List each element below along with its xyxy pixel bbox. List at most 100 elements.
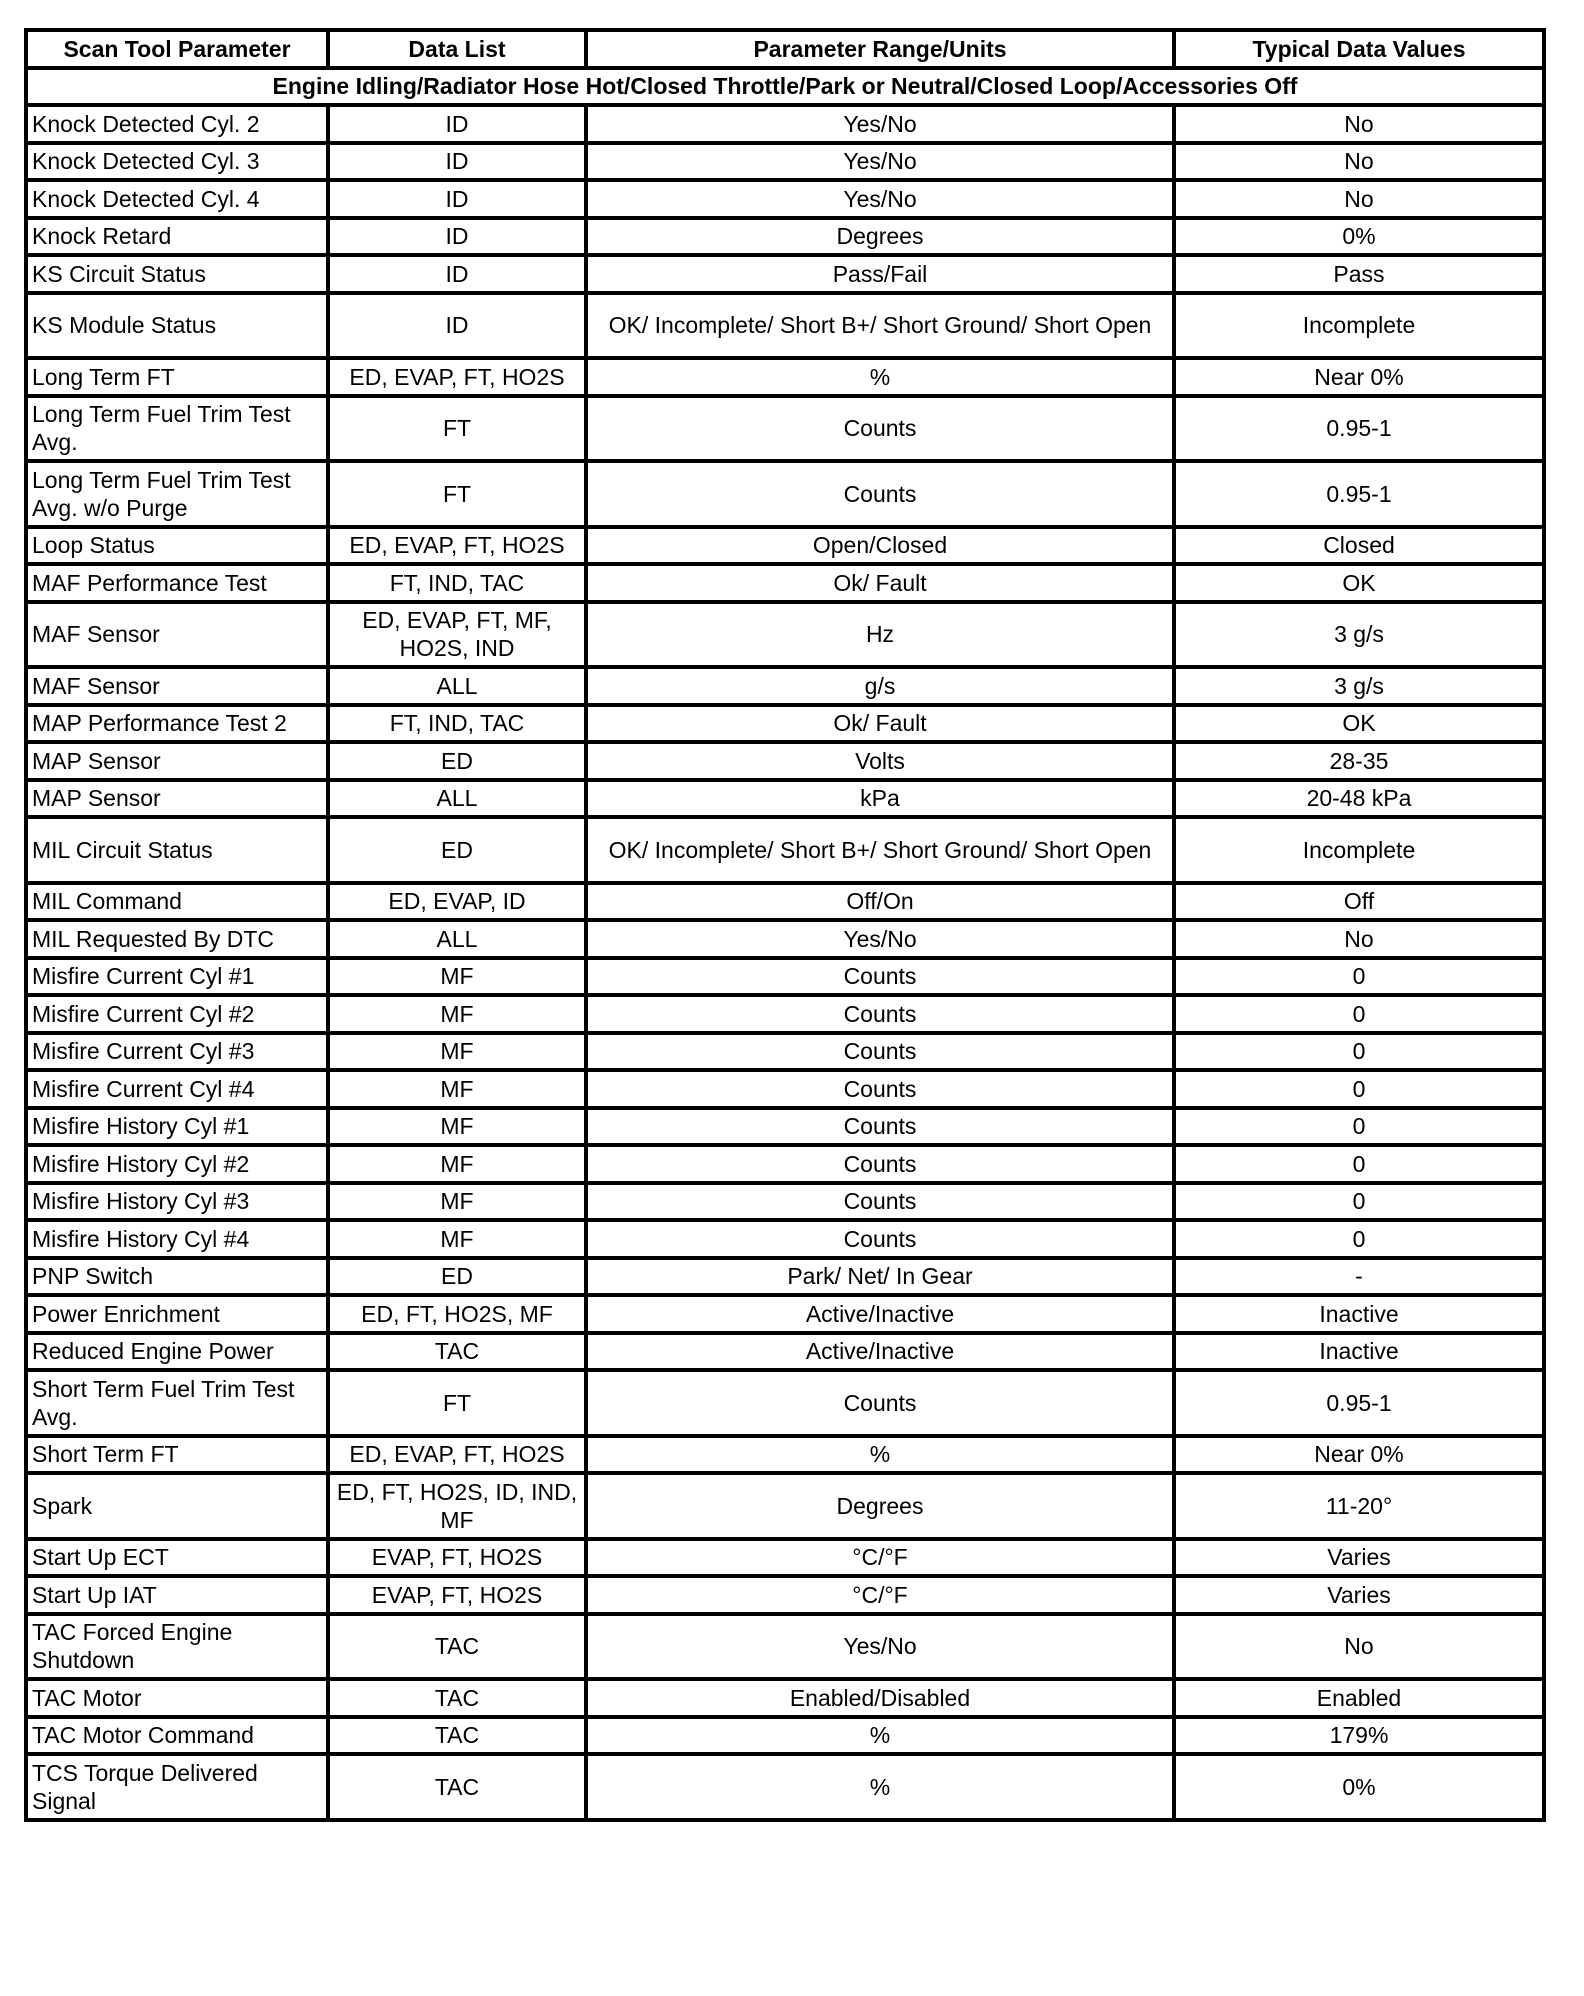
cell-range-units: kPa — [584, 777, 1176, 819]
cell-typical-value: Incomplete — [1172, 815, 1546, 885]
cell-range-units: % — [584, 1752, 1176, 1822]
cell-typical-value: 0 — [1172, 955, 1546, 997]
cell-data-list: ED, EVAP, FT, MF, HO2S, IND — [326, 599, 588, 669]
cell-range-units: °C/°F — [584, 1574, 1176, 1616]
cell-parameter: Power Enrichment — [24, 1293, 330, 1335]
cell-range-units: Degrees — [584, 1471, 1176, 1541]
cell-typical-value: OK — [1172, 702, 1546, 744]
cell-parameter: MIL Circuit Status — [24, 815, 330, 885]
cell-parameter: Knock Retard — [24, 215, 330, 257]
table-row: Reduced Engine Power TAC Active/Inactive In… — [24, 1330, 1546, 1372]
cell-data-list: EVAP, FT, HO2S — [326, 1536, 588, 1578]
cell-typical-value: 0 — [1172, 993, 1546, 1035]
table-row: Short Term Fuel Trim Test Avg. FT Counts 0.… — [24, 1368, 1546, 1438]
cell-typical-value: 0% — [1172, 215, 1546, 257]
cell-typical-value: 0% — [1172, 1752, 1546, 1822]
cell-typical-value: Inactive — [1172, 1330, 1546, 1372]
cell-data-list: MF — [326, 993, 588, 1035]
cell-range-units: °C/°F — [584, 1536, 1176, 1578]
table-row: Long Term FT ED, EVAP, FT, HO2S% Near 0% — [24, 356, 1546, 398]
cell-parameter: KS Circuit Status — [24, 253, 330, 295]
table-row: MAF Performance Test FT, IND, TAC Ok/ Faul… — [24, 562, 1546, 604]
cell-typical-value: Near 0% — [1172, 1433, 1546, 1475]
cell-range-units: Ok/ Fault — [584, 562, 1176, 604]
cell-parameter: Misfire Current Cyl #4 — [24, 1068, 330, 1110]
cell-data-list: FT, IND, TAC — [326, 562, 588, 604]
cell-range-units: Yes/No — [584, 140, 1176, 182]
cell-range-units: Enabled/Disabled — [584, 1677, 1176, 1719]
cell-parameter: MAF Sensor — [24, 665, 330, 707]
cell-parameter: MAF Performance Test — [24, 562, 330, 604]
cell-range-units: g/s — [584, 665, 1176, 707]
cell-parameter: Misfire History Cyl #4 — [24, 1218, 330, 1260]
cell-data-list: MF — [326, 1068, 588, 1110]
cell-parameter: Misfire Current Cyl #1 — [24, 955, 330, 997]
cell-data-list: ID — [326, 140, 588, 182]
cell-range-units: % — [584, 356, 1176, 398]
cell-parameter: MIL Requested By DTC — [24, 918, 330, 960]
cell-parameter: Knock Detected Cyl. 3 — [24, 140, 330, 182]
cell-data-list: ED, EVAP, FT, HO2S — [326, 524, 588, 566]
cell-data-list: FT — [326, 393, 588, 463]
cell-parameter: TAC Motor — [24, 1677, 330, 1719]
cell-range-units: Counts — [584, 955, 1176, 997]
cell-typical-value: Incomplete — [1172, 290, 1546, 360]
cell-typical-value: 0 — [1172, 1143, 1546, 1185]
cell-typical-value: Off — [1172, 880, 1546, 922]
cell-parameter: Misfire Current Cyl #3 — [24, 1030, 330, 1072]
table-row: MAP Sensor ALL kPa 20-48 kPa — [24, 777, 1546, 819]
table-row: Knock Detected Cyl. 3 ID Yes/No No — [24, 140, 1546, 182]
cell-typical-value: Varies — [1172, 1536, 1546, 1578]
cell-data-list: MF — [326, 1105, 588, 1147]
cell-data-list: MF — [326, 1030, 588, 1072]
cell-data-list: FT — [326, 459, 588, 529]
table-row: PNP Switch ED Park/ Net/ In Gear - — [24, 1255, 1546, 1297]
cell-data-list: ED — [326, 1255, 588, 1297]
table-row: TAC Forced Engine Shutdown TAC Yes/No No — [24, 1611, 1546, 1681]
table-row: Misfire Current Cyl #1 MF Counts 0 — [24, 955, 1546, 997]
cell-typical-value: No — [1172, 140, 1546, 182]
cell-range-units: Active/Inactive — [584, 1330, 1176, 1372]
cell-parameter: Short Term Fuel Trim Test Avg. — [24, 1368, 330, 1438]
header-parameter-range-units: Parameter Range/Units — [584, 28, 1176, 70]
cell-data-list: FT — [326, 1368, 588, 1438]
table-row: KS Module Status ID OK/ Incomplete/ Short … — [24, 290, 1546, 360]
cell-typical-value: 179% — [1172, 1714, 1546, 1756]
cell-parameter: Long Term FT — [24, 356, 330, 398]
cell-parameter: Loop Status — [24, 524, 330, 566]
cell-typical-value: 0.95-1 — [1172, 393, 1546, 463]
table-row: Misfire History Cyl #1 MF Counts 0 — [24, 1105, 1546, 1147]
cell-typical-value: Closed — [1172, 524, 1546, 566]
cell-parameter: PNP Switch — [24, 1255, 330, 1297]
cell-typical-value: 3 g/s — [1172, 665, 1546, 707]
cell-typical-value: 0 — [1172, 1105, 1546, 1147]
table-row: MAP Sensor ED Volts 28-35 — [24, 740, 1546, 782]
cell-range-units: Counts — [584, 459, 1176, 529]
cell-data-list: MF — [326, 1218, 588, 1260]
cell-typical-value: No — [1172, 178, 1546, 220]
cell-parameter: Start Up ECT — [24, 1536, 330, 1578]
cell-typical-value: 28-35 — [1172, 740, 1546, 782]
cell-data-list: ED, EVAP, FT, HO2S — [326, 1433, 588, 1475]
header-typical-data-values: Typical Data Values — [1172, 28, 1546, 70]
table-row: Misfire History Cyl #2 MF Counts 0 — [24, 1143, 1546, 1185]
cell-range-units: Pass/Fail — [584, 253, 1176, 295]
cell-typical-value: 3 g/s — [1172, 599, 1546, 669]
cell-range-units: Yes/No — [584, 178, 1176, 220]
cell-parameter: MAP Sensor — [24, 740, 330, 782]
cell-data-list: EVAP, FT, HO2S — [326, 1574, 588, 1616]
cell-range-units: Yes/No — [584, 918, 1176, 960]
cell-typical-value: Varies — [1172, 1574, 1546, 1616]
cell-parameter: MAF Sensor — [24, 599, 330, 669]
cell-parameter: Start Up IAT — [24, 1574, 330, 1616]
table-row: TAC Motor Command TAC% 179% — [24, 1714, 1546, 1756]
table-row: MAP Performance Test 2 FT, IND, TAC Ok/ Fa… — [24, 702, 1546, 744]
cell-data-list: FT, IND, TAC — [326, 702, 588, 744]
table-row: Misfire Current Cyl #2 MF Counts 0 — [24, 993, 1546, 1035]
cell-data-list: TAC — [326, 1677, 588, 1719]
table-row: Power Enrichment ED, FT, HO2S, MF Active/I… — [24, 1293, 1546, 1335]
cell-data-list: ED, FT, HO2S, ID, IND, MF — [326, 1471, 588, 1541]
table-row: Misfire Current Cyl #4 MF Counts 0 — [24, 1068, 1546, 1110]
table-row: TCS Torque Delivered Signal TAC% 0% — [24, 1752, 1546, 1822]
table-row: Start Up ECT EVAP, FT, HO2S °C/°F Varies — [24, 1536, 1546, 1578]
